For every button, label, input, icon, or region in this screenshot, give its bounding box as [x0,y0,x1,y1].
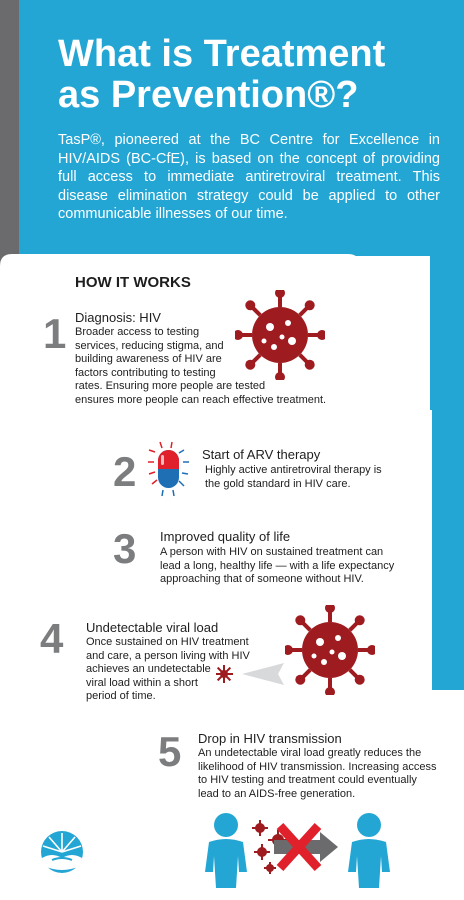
arrow-icon [216,663,284,685]
step-number-5: 5 [158,728,182,775]
step-text-3: A person with HIV on sustained treatment… [160,546,395,585]
step-text-2: Highly active antiretroviral therapy is t… [205,464,382,490]
step-title-5: Drop in HIV transmission [198,731,342,746]
person-icon [348,813,390,888]
step-text-5: An undetectable viral load greatly reduc… [198,747,437,800]
step-title-2: Start of ARV therapy [202,447,321,462]
page-title: What is Treatment as Prevention®? [58,33,386,116]
person-icon [205,813,247,888]
right-blue-band [430,256,464,690]
capsule-icon [148,441,189,497]
step-number-3: 3 [113,525,137,572]
step-number-2: 2 [113,448,137,495]
step-text-4: Once sustained on HIV treatment and care,… [86,636,250,702]
cross-icon [274,822,338,872]
step-title-3: Improved quality of life [160,529,291,544]
virus-icon [285,605,375,695]
intro-paragraph: TasP®, pioneered at the BC Centre for Ex… [58,132,440,222]
step-number-1: 1 [43,310,67,357]
logo-icon [39,829,85,875]
section-heading: HOW IT WORKS [75,274,191,291]
step-title-4: Undetectable viral load [86,620,219,635]
step-title-1: Diagnosis: HIV [75,310,161,325]
header-panel [19,0,464,256]
step-number-4: 4 [40,615,64,662]
step-text-1: Broader access to testing services, reduc… [75,326,327,406]
virus-icon [235,290,325,380]
